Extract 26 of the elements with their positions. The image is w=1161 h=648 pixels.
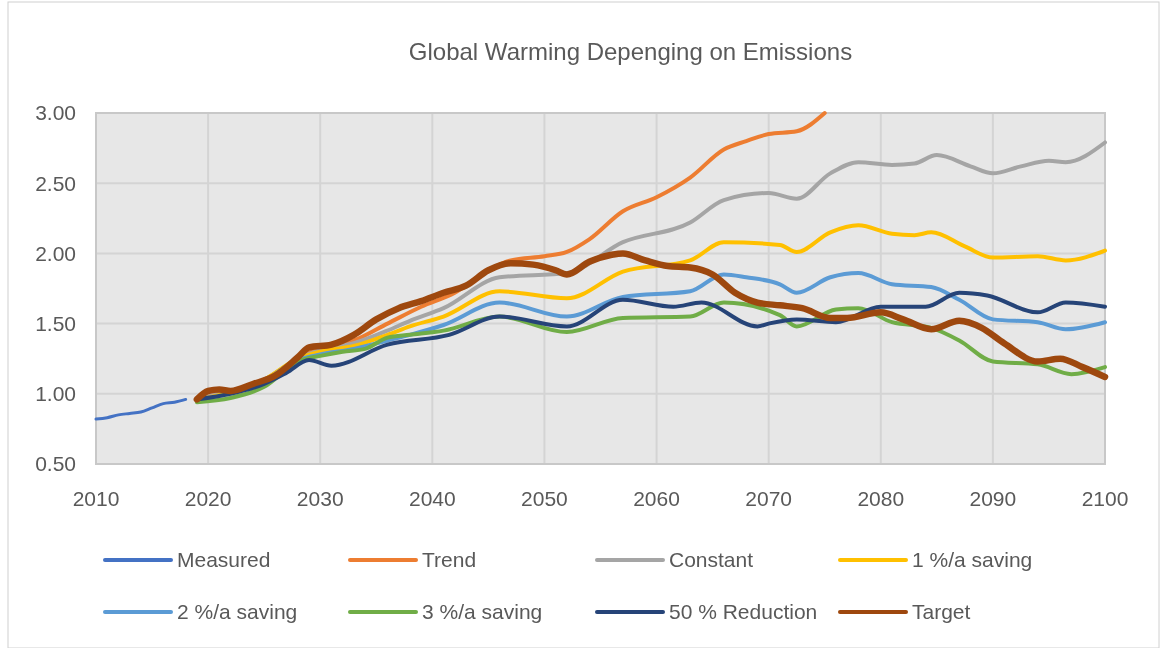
x-tick-label: 2070 [745,487,793,510]
y-tick-label: 3.00 [35,101,76,125]
legend-label: Constant [669,548,754,572]
x-tick-label: 2050 [521,487,568,510]
chart-title: Global Warming Depenging on Emissions [408,38,853,65]
x-tick-label: 2040 [408,487,456,510]
legend-label: 3 %/a saving [422,600,543,624]
x-tick-label: 2100 [1081,487,1129,510]
legend-label: 50 % Reduction [669,600,818,624]
legend-label: Trend [422,548,477,572]
line-series [94,397,188,421]
x-tick-label: 2080 [857,487,905,510]
x-tick-label: 2030 [296,487,344,510]
y-tick-label: 1.00 [35,382,76,406]
y-tick-label: 2.00 [35,241,76,265]
x-tick-label: 2090 [969,487,1017,510]
y-tick-label: 0.50 [35,452,76,476]
x-tick-label: 2060 [633,487,680,510]
y-tick-label: 2.50 [35,171,76,195]
legend-label: Target [912,600,971,624]
x-tick-label: 2020 [184,487,232,510]
y-tick-label: 1.50 [35,311,76,335]
legend-label: 1 %/a saving [912,548,1033,572]
legend-label: Measured [177,548,271,572]
x-tick-label: 2010 [72,487,120,510]
legend-label: 2 %/a saving [177,600,298,624]
